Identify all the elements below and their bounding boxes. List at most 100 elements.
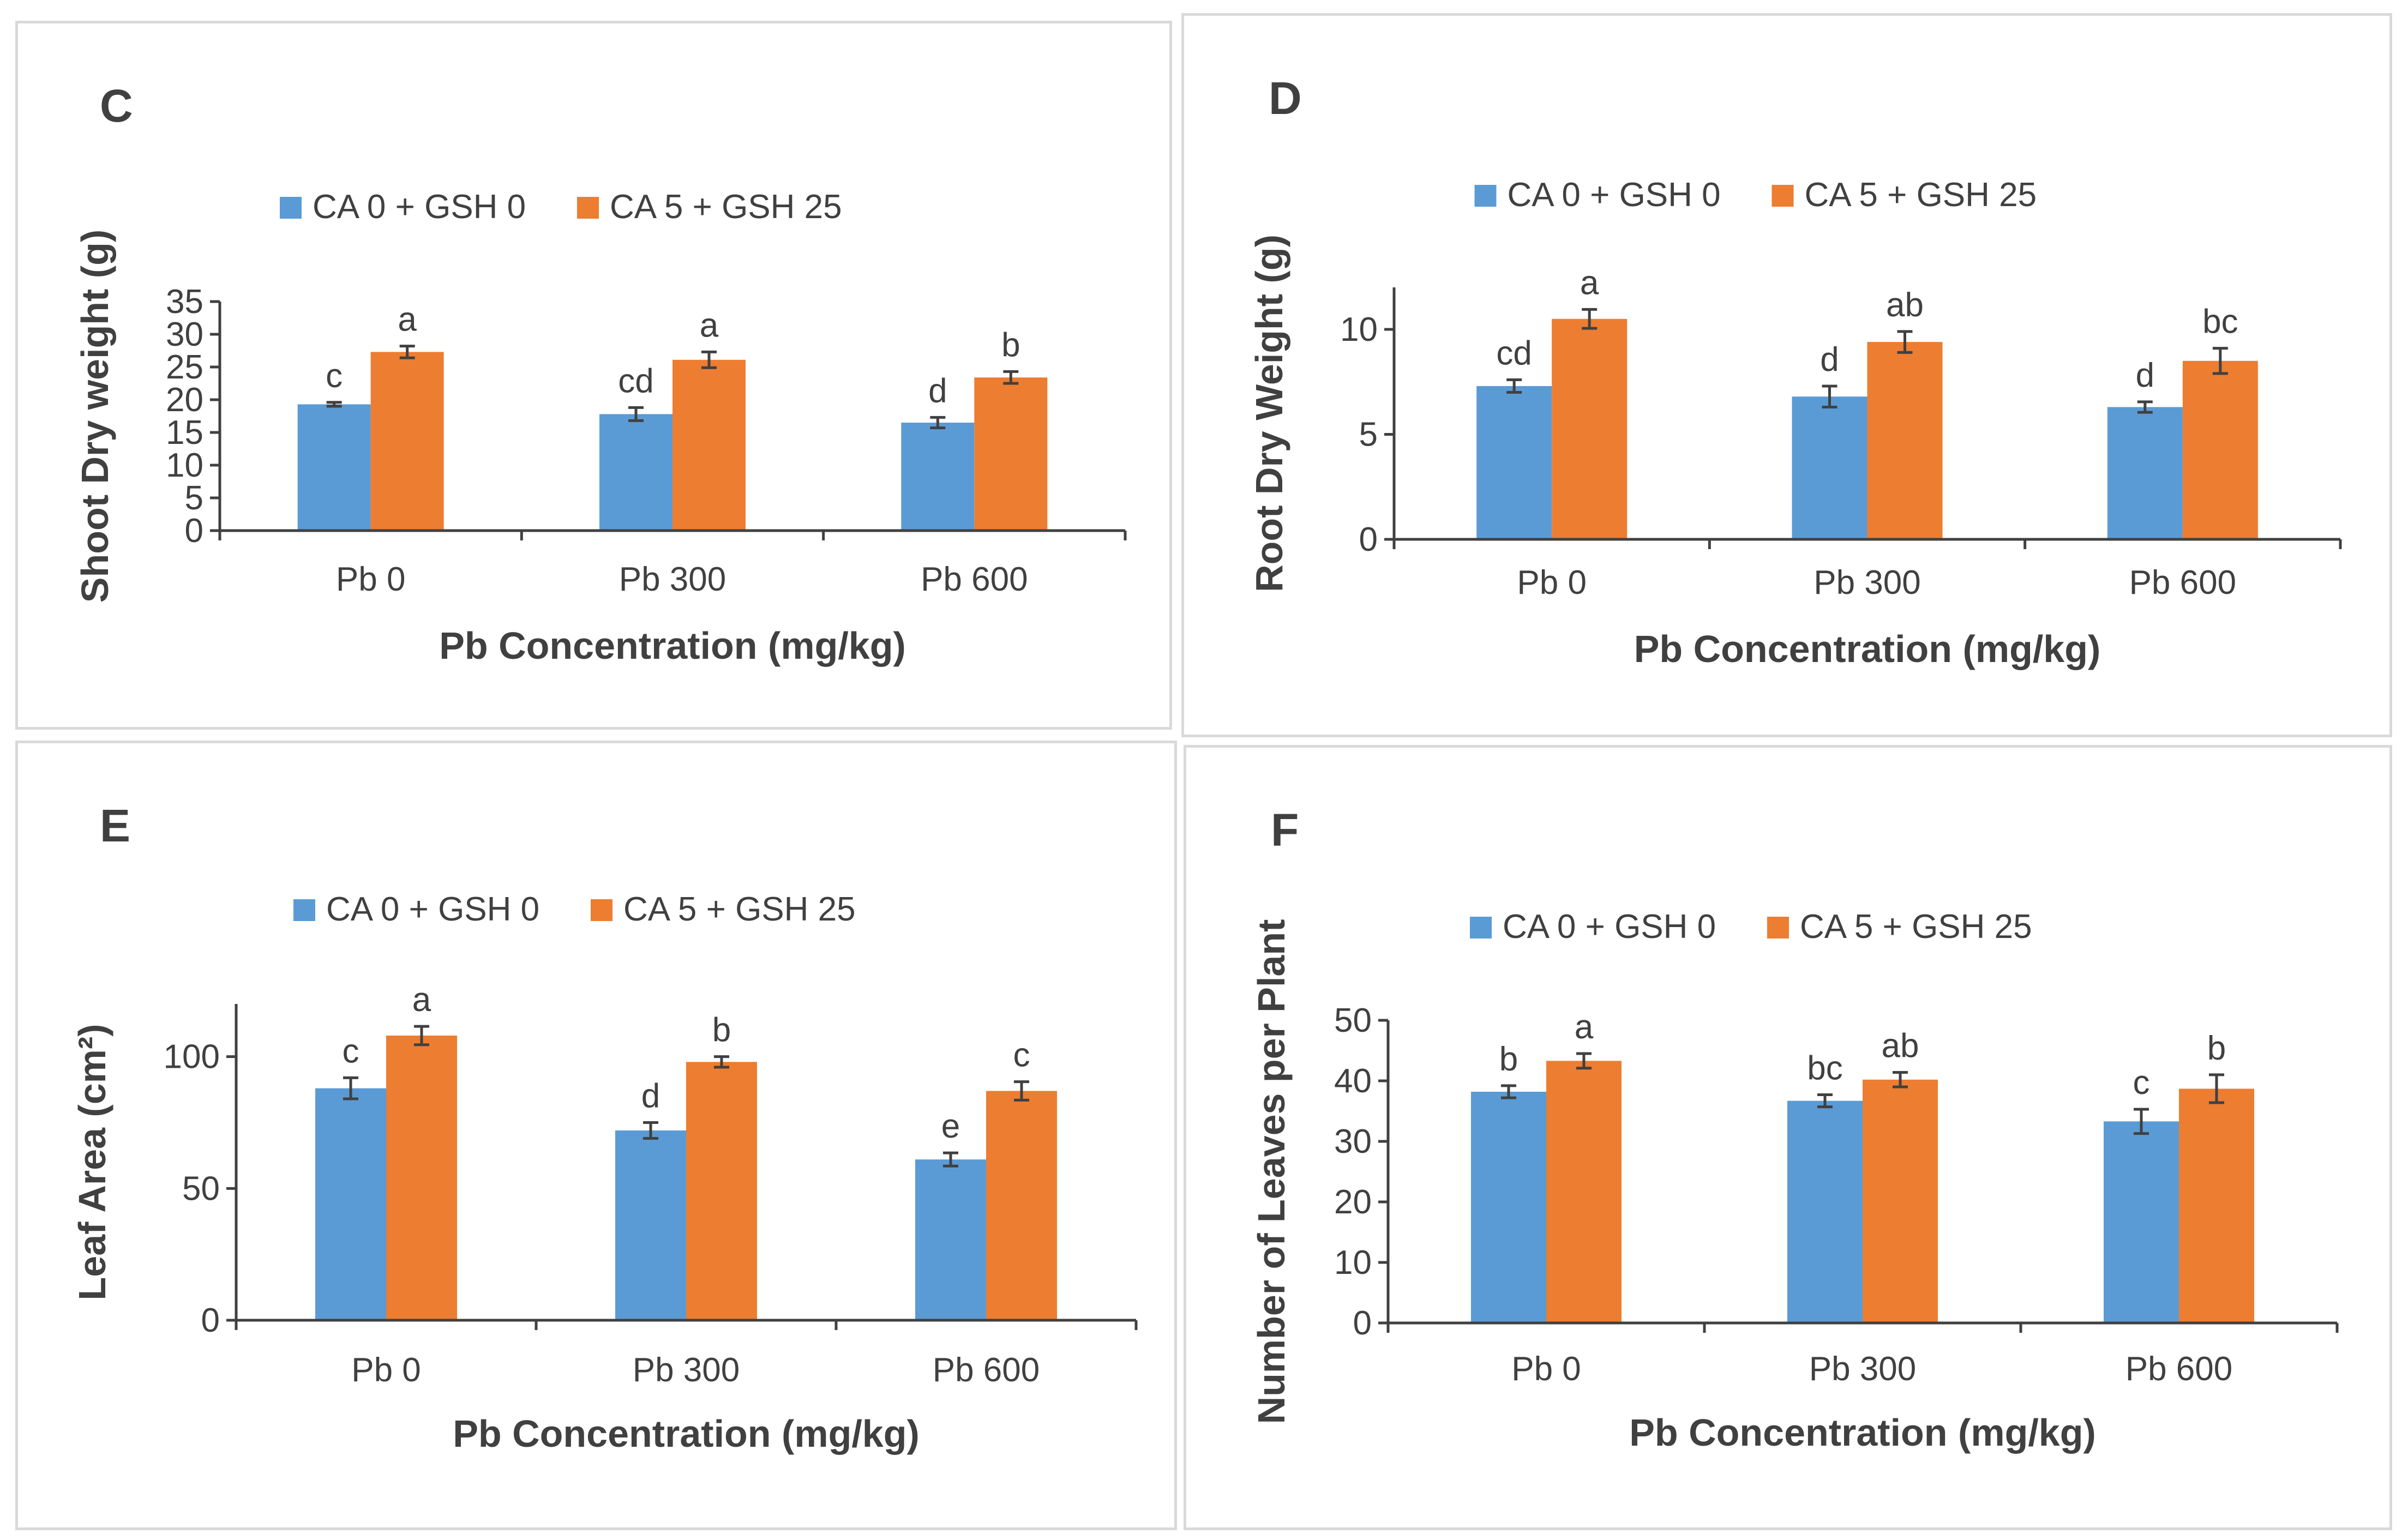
panel-letter: F bbox=[1271, 804, 1299, 856]
y-tick-label: 30 bbox=[166, 316, 203, 353]
y-tick-label: 0 bbox=[201, 1302, 220, 1339]
y-tick-label: 10 bbox=[166, 447, 203, 484]
bar-1 bbox=[1787, 1100, 1863, 1323]
significance-letter: c bbox=[2133, 1064, 2150, 1102]
x-axis-title: Pb Concentration (mg/kg) bbox=[1634, 628, 2101, 670]
significance-letter: e bbox=[941, 1108, 960, 1145]
y-axis-title: Root Dry Weight (g) bbox=[1248, 234, 1290, 592]
significance-letter: c bbox=[326, 357, 343, 395]
y-tick-label: 20 bbox=[1334, 1183, 1372, 1221]
category-label: Pb 0 bbox=[351, 1351, 421, 1389]
significance-letter: bc bbox=[2202, 303, 2238, 341]
significance-letter: b bbox=[2207, 1030, 2226, 1067]
significance-letter: d bbox=[928, 372, 947, 410]
legend-swatch-2 bbox=[591, 899, 612, 921]
legend-swatch-2 bbox=[577, 197, 599, 219]
bar-1 bbox=[1476, 386, 1552, 539]
y-tick-label: 5 bbox=[1359, 416, 1378, 454]
bar-2 bbox=[686, 1062, 757, 1320]
legend-swatch-2 bbox=[1767, 917, 1789, 939]
significance-letter: a bbox=[1580, 264, 1599, 302]
y-tick-label: 100 bbox=[164, 1038, 220, 1076]
significance-letter: bc bbox=[1807, 1050, 1842, 1087]
significance-letter: a bbox=[700, 306, 719, 344]
category-label: Pb 300 bbox=[1809, 1350, 1917, 1388]
y-tick-label: 35 bbox=[166, 283, 203, 321]
category-label: Pb 0 bbox=[1517, 564, 1587, 601]
x-axis-title: Pb Concentration (mg/kg) bbox=[453, 1412, 920, 1455]
significance-letter: a bbox=[412, 981, 431, 1019]
y-axis-title: Number of Leaves per Plant bbox=[1250, 919, 1293, 1424]
chart-panel-d: D CA 0 + GSH 0 CA 5 + GSH 25 0 5 10 cd a Pb 0 d ab… bbox=[1181, 13, 2392, 737]
category-label: Pb 300 bbox=[1813, 564, 1921, 601]
bar-1 bbox=[1792, 396, 1867, 539]
chart-f-svg: F CA 0 + GSH 0 CA 5 + GSH 25 0 10 20 30 40 50 b a P… bbox=[1250, 804, 2339, 1454]
bar-2 bbox=[1546, 1061, 1622, 1323]
panel-letter: C bbox=[100, 80, 133, 131]
bar-2 bbox=[2182, 360, 2258, 539]
bar-1 bbox=[915, 1159, 986, 1320]
bar-2 bbox=[974, 377, 1048, 531]
significance-letter: cd bbox=[618, 362, 653, 400]
y-tick-label: 50 bbox=[1334, 1002, 1372, 1039]
legend-swatch-1 bbox=[280, 197, 302, 219]
panel-letter: E bbox=[100, 800, 130, 851]
bar-1 bbox=[615, 1130, 686, 1320]
legend-swatch-1 bbox=[1474, 185, 1497, 207]
y-tick-label: 15 bbox=[166, 414, 203, 452]
panel-letter: D bbox=[1269, 73, 1302, 124]
legend-swatch-1 bbox=[293, 899, 315, 921]
category-label: Pb 300 bbox=[633, 1351, 740, 1389]
y-tick-label: 0 bbox=[1353, 1304, 1372, 1342]
legend-label-2: CA 5 + GSH 25 bbox=[1800, 908, 2032, 946]
significance-letter: cd bbox=[1496, 334, 1532, 372]
legend-label-2: CA 5 + GSH 25 bbox=[1805, 176, 2037, 214]
bar-1 bbox=[901, 423, 975, 531]
significance-letter: ab bbox=[1882, 1027, 1919, 1064]
y-tick-label: 50 bbox=[182, 1170, 220, 1207]
bar-2 bbox=[2179, 1088, 2254, 1323]
bar-1 bbox=[297, 404, 371, 531]
bar-2 bbox=[986, 1091, 1057, 1320]
x-axis-title: Pb Concentration (mg/kg) bbox=[439, 624, 906, 667]
significance-letter: c bbox=[1013, 1037, 1030, 1074]
significance-letter: c bbox=[343, 1032, 359, 1070]
bar-2 bbox=[672, 359, 746, 531]
bar-1 bbox=[1471, 1091, 1546, 1323]
bar-2 bbox=[1863, 1079, 1938, 1323]
legend-label-2: CA 5 + GSH 25 bbox=[623, 891, 856, 928]
chart-e-svg: E CA 0 + GSH 0 CA 5 + GSH 25 0 50 100 c a Pb 0 d b… bbox=[71, 800, 1138, 1455]
bar-2 bbox=[1867, 342, 1943, 539]
y-tick-label: 10 bbox=[1340, 311, 1378, 348]
significance-letter: a bbox=[398, 301, 417, 339]
y-tick-label: 25 bbox=[166, 348, 203, 386]
bar-2 bbox=[370, 352, 444, 531]
significance-letter: d bbox=[641, 1078, 660, 1115]
y-tick-label: 40 bbox=[1334, 1062, 1372, 1100]
y-axis-title: Shoot Dry weight (g) bbox=[74, 230, 116, 603]
y-tick-label: 30 bbox=[1334, 1123, 1372, 1160]
chart-panel-f: F CA 0 + GSH 0 CA 5 + GSH 25 0 10 20 30 40 50 b a P… bbox=[1184, 745, 2392, 1530]
legend-label-1: CA 0 + GSH 0 bbox=[326, 891, 539, 928]
significance-letter: a bbox=[1575, 1008, 1594, 1046]
significance-letter: d bbox=[2136, 357, 2154, 394]
legend-label-1: CA 0 + GSH 0 bbox=[1508, 176, 1721, 214]
bar-1 bbox=[2107, 407, 2183, 539]
category-label: Pb 0 bbox=[1511, 1350, 1581, 1388]
y-tick-label: 5 bbox=[185, 479, 203, 517]
legend-swatch-1 bbox=[1470, 917, 1492, 939]
x-axis-title: Pb Concentration (mg/kg) bbox=[1629, 1411, 2096, 1454]
category-label: Pb 600 bbox=[933, 1351, 1040, 1389]
category-label: Pb 300 bbox=[619, 561, 726, 598]
bar-1 bbox=[315, 1088, 386, 1320]
bar-1 bbox=[599, 414, 672, 531]
y-tick-label: 20 bbox=[166, 381, 203, 419]
chart-d-svg: D CA 0 + GSH 0 CA 5 + GSH 25 0 5 10 cd a Pb 0 d ab… bbox=[1248, 73, 2342, 670]
category-label: Pb 600 bbox=[2125, 1350, 2233, 1388]
legend-swatch-2 bbox=[1772, 185, 1794, 207]
legend-label-1: CA 0 + GSH 0 bbox=[313, 188, 526, 226]
significance-letter: d bbox=[1820, 341, 1839, 378]
y-axis-title: Leaf Area (cm²) bbox=[71, 1024, 113, 1301]
bar-2 bbox=[1552, 318, 1628, 539]
significance-letter: b bbox=[1001, 326, 1020, 364]
